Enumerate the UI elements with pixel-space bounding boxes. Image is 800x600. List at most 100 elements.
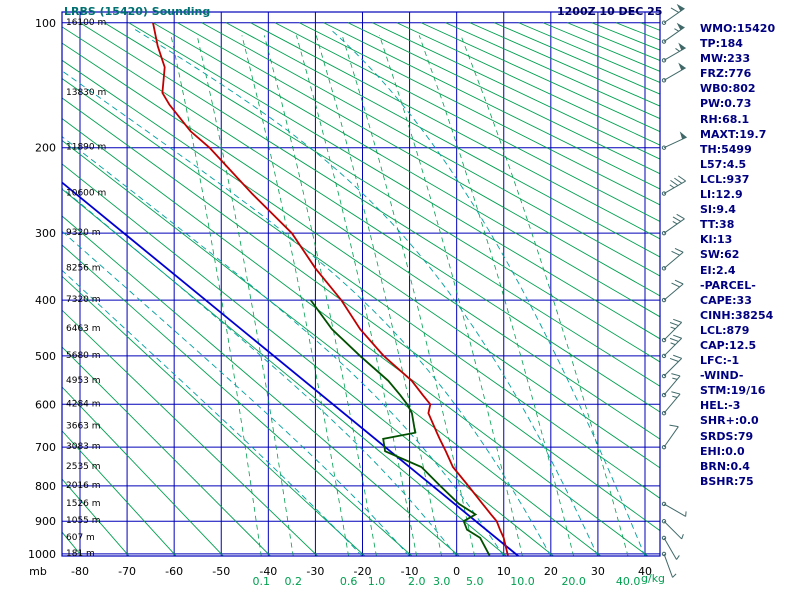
dry-adiabat (299, 22, 660, 206)
wind-barb (661, 213, 685, 236)
mixing-ratio-tick-label: 10.0 (510, 575, 535, 588)
dry-adiabat (62, 59, 660, 469)
mixing-ratio-line (315, 35, 443, 556)
height-label: 181 m (66, 549, 95, 559)
mixing-ratio-tick-label: 1.0 (368, 575, 386, 588)
temperature-tick-label: 30 (591, 565, 605, 578)
dry-adiabats-layer (62, 22, 660, 556)
dewpoint-line (309, 299, 491, 556)
height-label: 1055 m (66, 516, 101, 526)
stat-line: FRZ:776 (700, 67, 752, 81)
height-label: 4284 m (66, 399, 101, 409)
pressure-tick-label: 200 (35, 142, 56, 155)
moist-adiabat (62, 70, 552, 556)
stat-line: CINH:38254 (700, 308, 774, 322)
stat-line: STM:19/16 (700, 384, 766, 398)
mixing-ratio-tick-label: 2.0 (408, 575, 426, 588)
moist-adiabat (134, 28, 599, 556)
wind-barb (661, 42, 686, 63)
height-label: 10600 m (66, 189, 106, 199)
mixing-ratio-line (296, 35, 418, 556)
stat-line: LFC:-1 (700, 354, 740, 368)
grid-layer (62, 12, 660, 556)
temperature-tick-label: 10 (497, 565, 511, 578)
height-label: 9320 m (66, 228, 101, 238)
moist-adiabat (62, 187, 457, 556)
moist-adiabat (62, 269, 363, 556)
stat-line: SI:9.4 (700, 203, 736, 217)
wind-barb (661, 551, 677, 578)
stat-line: EI:2.4 (700, 263, 736, 277)
dry-adiabat (62, 531, 83, 556)
pressure-tick-label: 500 (35, 350, 56, 363)
dry-adiabat (152, 22, 660, 318)
temperature-tick-label: -10 (401, 565, 419, 578)
mixing-ratio-line (170, 35, 262, 556)
stat-line: BSHR:75 (700, 474, 754, 488)
dry-adiabat (445, 22, 660, 120)
dry-adiabat (128, 22, 660, 340)
dry-adiabat (62, 275, 366, 556)
mixing-ratio-unit-label: g/kg (641, 572, 665, 585)
dry-adiabat (274, 22, 660, 222)
height-label: 3083 m (66, 442, 101, 452)
stat-line: BRN:0.4 (700, 459, 750, 473)
mixing-ratio-axis-labels: 0.1 0.2 0.6 1.0 2.0 3.0 5.0 10.0 20.0 40.0 g/kg (253, 572, 666, 588)
pressure-tick-label: 300 (35, 227, 56, 240)
wind-barb (661, 334, 683, 359)
mixing-ratio-line (418, 35, 575, 556)
height-label: 2016 m (66, 481, 101, 491)
temperature-tick-label: -30 (306, 565, 324, 578)
stat-line: CAPE:33 (700, 293, 752, 307)
pressure-tick-label: 800 (35, 480, 56, 493)
wind-barb (661, 62, 686, 83)
wind-barb (661, 373, 681, 398)
mixing-ratio-tick-label: 5.0 (466, 575, 484, 588)
height-label: 11890 m (66, 143, 106, 153)
height-label: 1526 m (66, 499, 101, 509)
dry-adiabat (62, 478, 130, 556)
wind-barb (661, 424, 679, 450)
stat-line: TT:38 (700, 218, 735, 232)
height-label: 5680 m (66, 351, 101, 361)
height-labels: 16100 m 13830 m 11890 m 10600 m 9320 m 8256 m… (66, 18, 106, 559)
datetime-label: 1200Z 10 DEC 25 (557, 5, 663, 18)
temperature-trace (152, 22, 509, 556)
wind-barbs-layer (661, 3, 687, 578)
height-label: 3663 m (66, 421, 101, 431)
parcel-line (62, 181, 520, 556)
wind-barb (661, 519, 684, 540)
stat-line: LI:12.9 (700, 188, 743, 202)
stat-line: MAXT:19.7 (700, 127, 767, 141)
dry-adiabat (225, 22, 660, 258)
dry-adiabat (62, 139, 602, 556)
pressure-tick-label: 900 (35, 515, 56, 528)
temperature-tick-label: 20 (544, 565, 558, 578)
dry-adiabat (62, 309, 319, 556)
temperature-tick-label: 0 (453, 565, 460, 578)
mixing-ratio-tick-label: 3.0 (433, 575, 451, 588)
dry-adiabat (62, 78, 660, 499)
stat-line: LCL:937 (700, 172, 750, 186)
dry-adiabat (396, 22, 660, 146)
stat-line: TH:5499 (700, 142, 752, 156)
temperature-tick-label: -60 (165, 565, 183, 578)
mixing-ratio-line (263, 35, 377, 556)
dry-adiabat (347, 22, 660, 175)
wind-barb (661, 22, 685, 44)
stat-line: SHR+:0.0 (700, 414, 759, 428)
dry-adiabat (62, 26, 660, 413)
height-label: 607 m (66, 533, 95, 543)
dry-adiabat (372, 22, 660, 160)
wind-barb (661, 501, 687, 517)
wind-barb (661, 279, 684, 303)
dry-adiabat (250, 22, 660, 240)
stat-line: KI:13 (700, 233, 733, 247)
wind-barb (661, 318, 683, 343)
mixing-ratio-line (460, 35, 629, 556)
moist-adiabats-layer (62, 28, 646, 556)
mixing-ratio-line (196, 35, 294, 556)
temperature-tick-label: -50 (212, 565, 230, 578)
